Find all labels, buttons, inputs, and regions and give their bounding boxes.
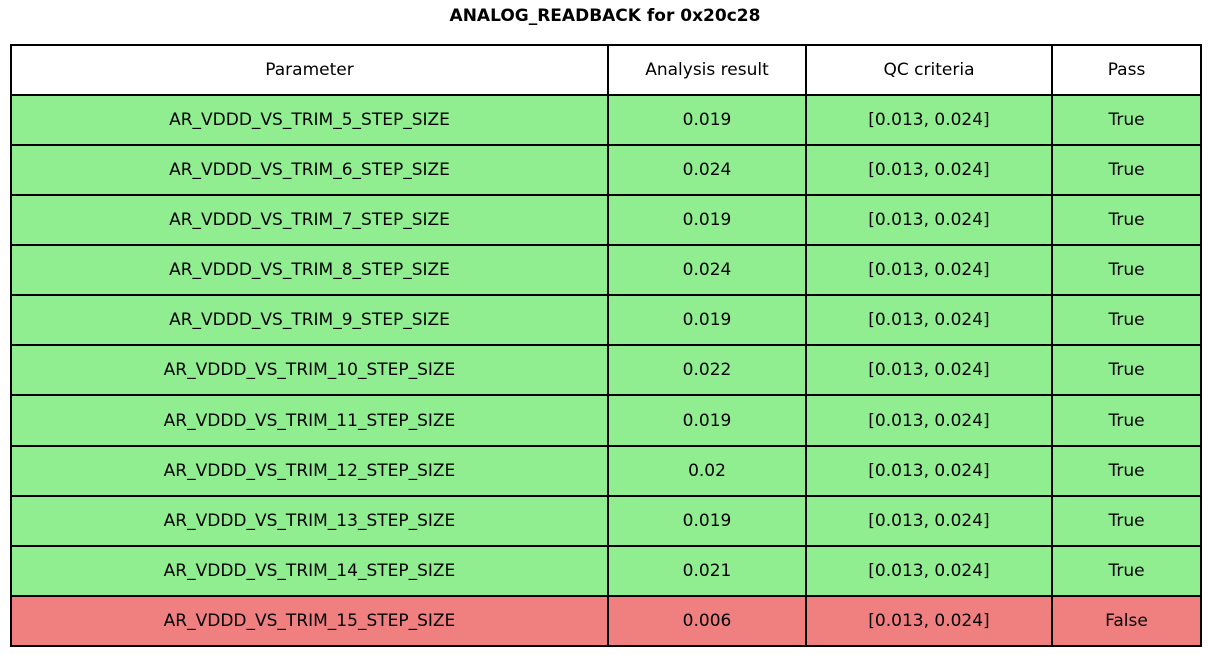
pass-cell: True xyxy=(1051,444,1202,497)
table-row: AR_VDDD_VS_TRIM_7_STEP_SIZE 0.019 [0.013… xyxy=(10,194,1202,247)
pass-cell: True xyxy=(1051,93,1202,147)
table-row: AR_VDDD_VS_TRIM_13_STEP_SIZE 0.019 [0.01… xyxy=(10,494,1202,547)
parameter-cell: AR_VDDD_VS_TRIM_14_STEP_SIZE xyxy=(10,544,609,597)
figure-title: ANALOG_READBACK for 0x20c28 xyxy=(449,6,761,26)
table-row: AR_VDDD_VS_TRIM_14_STEP_SIZE 0.021 [0.01… xyxy=(10,544,1202,597)
col-header-parameter: Parameter xyxy=(10,44,609,96)
result-cell: 0.019 xyxy=(607,394,807,447)
pass-cell: True xyxy=(1051,544,1202,597)
parameter-cell: AR_VDDD_VS_TRIM_8_STEP_SIZE xyxy=(10,244,609,297)
table-row: AR_VDDD_VS_TRIM_6_STEP_SIZE 0.024 [0.013… xyxy=(10,144,1202,197)
result-cell: 0.022 xyxy=(607,344,807,397)
result-cell: 0.019 xyxy=(607,194,807,247)
parameter-cell: AR_VDDD_VS_TRIM_15_STEP_SIZE xyxy=(10,594,609,648)
parameter-cell: AR_VDDD_VS_TRIM_13_STEP_SIZE xyxy=(10,494,609,547)
result-cell: 0.024 xyxy=(607,244,807,297)
table-row: AR_VDDD_VS_TRIM_9_STEP_SIZE 0.019 [0.013… xyxy=(10,294,1202,347)
parameter-cell: AR_VDDD_VS_TRIM_6_STEP_SIZE xyxy=(10,144,609,197)
table-row: AR_VDDD_VS_TRIM_11_STEP_SIZE 0.019 [0.01… xyxy=(10,394,1202,447)
result-cell: 0.02 xyxy=(607,444,807,497)
parameter-cell: AR_VDDD_VS_TRIM_11_STEP_SIZE xyxy=(10,394,609,447)
result-cell: 0.021 xyxy=(607,544,807,597)
criteria-cell: [0.013, 0.024] xyxy=(805,294,1053,347)
header-row: Parameter Analysis result QC criteria Pa… xyxy=(10,44,1202,96)
pass-cell: True xyxy=(1051,194,1202,247)
result-cell: 0.024 xyxy=(607,144,807,197)
parameter-cell: AR_VDDD_VS_TRIM_5_STEP_SIZE xyxy=(10,93,609,147)
table-row: AR_VDDD_VS_TRIM_15_STEP_SIZE 0.006 [0.01… xyxy=(10,594,1202,648)
qc-results-table: Parameter Analysis result QC criteria Pa… xyxy=(10,44,1202,648)
parameter-cell: AR_VDDD_VS_TRIM_9_STEP_SIZE xyxy=(10,294,609,347)
result-cell: 0.006 xyxy=(607,594,807,648)
pass-cell: False xyxy=(1051,594,1202,648)
pass-cell: True xyxy=(1051,394,1202,447)
table-row: AR_VDDD_VS_TRIM_12_STEP_SIZE 0.02 [0.013… xyxy=(10,444,1202,497)
pass-cell: True xyxy=(1051,294,1202,347)
criteria-cell: [0.013, 0.024] xyxy=(805,344,1053,397)
table-row: AR_VDDD_VS_TRIM_10_STEP_SIZE 0.022 [0.01… xyxy=(10,344,1202,397)
parameter-cell: AR_VDDD_VS_TRIM_10_STEP_SIZE xyxy=(10,344,609,397)
col-header-pass: Pass xyxy=(1051,44,1202,96)
result-cell: 0.019 xyxy=(607,93,807,147)
criteria-cell: [0.013, 0.024] xyxy=(805,194,1053,247)
pass-cell: True xyxy=(1051,494,1202,547)
pass-cell: True xyxy=(1051,144,1202,197)
criteria-cell: [0.013, 0.024] xyxy=(805,544,1053,597)
col-header-analysis-result: Analysis result xyxy=(607,44,807,96)
result-cell: 0.019 xyxy=(607,494,807,547)
pass-cell: True xyxy=(1051,244,1202,297)
pass-cell: True xyxy=(1051,344,1202,397)
criteria-cell: [0.013, 0.024] xyxy=(805,444,1053,497)
table-row: AR_VDDD_VS_TRIM_8_STEP_SIZE 0.024 [0.013… xyxy=(10,244,1202,297)
parameter-cell: AR_VDDD_VS_TRIM_12_STEP_SIZE xyxy=(10,444,609,497)
col-header-qc-criteria: QC criteria xyxy=(805,44,1053,96)
result-cell: 0.019 xyxy=(607,294,807,347)
criteria-cell: [0.013, 0.024] xyxy=(805,594,1053,648)
criteria-cell: [0.013, 0.024] xyxy=(805,394,1053,447)
parameter-cell: AR_VDDD_VS_TRIM_7_STEP_SIZE xyxy=(10,194,609,247)
criteria-cell: [0.013, 0.024] xyxy=(805,144,1053,197)
criteria-cell: [0.013, 0.024] xyxy=(805,93,1053,147)
table-row: AR_VDDD_VS_TRIM_5_STEP_SIZE 0.019 [0.013… xyxy=(10,93,1202,147)
criteria-cell: [0.013, 0.024] xyxy=(805,494,1053,547)
criteria-cell: [0.013, 0.024] xyxy=(805,244,1053,297)
